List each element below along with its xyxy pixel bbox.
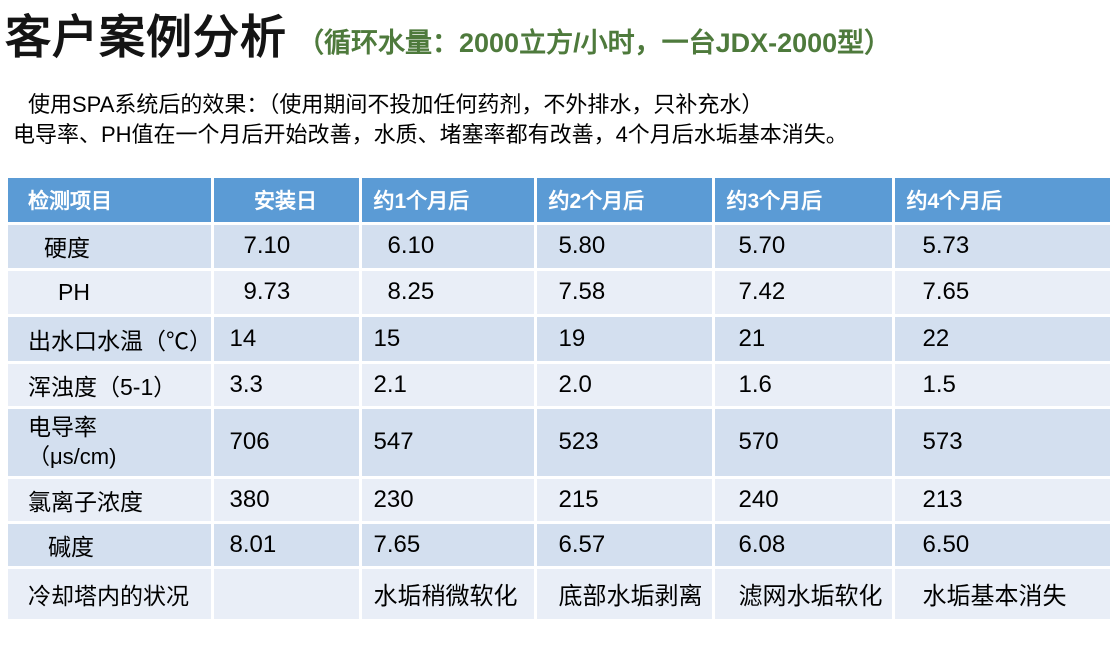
row-label: 硬度: [8, 223, 214, 271]
column-header-4: 约3个月后: [713, 178, 895, 225]
intro-line-2: 电导率、PH值在一个月后开始改善，水质、堵塞率都有改善，4个月后水垢基本消失。: [13, 122, 848, 147]
cell-value: 1.5: [893, 362, 1110, 409]
table-row: 出水口水温（℃） 14 15 19 21 22: [8, 315, 1110, 364]
column-header-1: 安装日: [212, 178, 362, 225]
row-label: PH: [8, 269, 214, 317]
cell-value: 1.6: [713, 362, 895, 409]
table-header-row: 检测项目 安装日 约1个月后 约2个月后 约3个月后 约4个月后: [8, 178, 1110, 225]
cell-value: 3.3: [212, 362, 362, 409]
cell-value: 230: [360, 477, 537, 524]
cell-value: 水垢稍微软化: [360, 567, 537, 619]
cell-value: 14: [212, 315, 362, 364]
cell-value: 240: [713, 477, 895, 524]
table-row: 浑浊度（5-1） 3.3 2.1 2.0 1.6 1.5: [8, 362, 1110, 409]
intro-text: 使用SPA系统后的效果：（使用期间不投加任何药剂，不外排水，只补充水） 电导率、…: [13, 90, 848, 150]
cell-value: 2.1: [360, 362, 537, 409]
title-row: 客户案例分析 （循环水量：2000立方/小时，一台JDX-2000型）: [5, 4, 891, 70]
cell-value: 7.10: [212, 223, 362, 271]
cell-value: 底部水垢剥离: [535, 567, 715, 619]
cell-value: 8.25: [360, 269, 537, 317]
cell-value: 2.0: [535, 362, 715, 409]
cell-value: 570: [713, 407, 895, 479]
cell-value: 380: [212, 477, 362, 524]
cell-value: 21: [713, 315, 895, 364]
row-label: 碱度: [8, 522, 214, 569]
cell-value: 水垢基本消失: [893, 567, 1110, 619]
case-table: 检测项目 安装日 约1个月后 约2个月后 约3个月后 约4个月后 硬度 7.10 6.10 5.…: [8, 178, 1110, 619]
cell-value: 6.08: [713, 522, 895, 569]
cell-value: 213: [893, 477, 1110, 524]
column-header-3: 约2个月后: [535, 178, 715, 225]
cell-value: 19: [535, 315, 715, 364]
row-label: 浑浊度（5-1）: [8, 362, 214, 409]
table-row: 碱度 8.01 7.65 6.57 6.08 6.50: [8, 522, 1110, 569]
cell-value: 547: [360, 407, 537, 479]
table-row: 硬度 7.10 6.10 5.80 5.70 5.73: [8, 223, 1110, 271]
table-header: 检测项目 安装日 约1个月后 约2个月后 约3个月后 约4个月后: [8, 178, 1110, 225]
row-label-line-1: 电导率: [28, 414, 97, 440]
cell-value: 8.01: [212, 522, 362, 569]
cell-value: 7.42: [713, 269, 895, 317]
cell-value: 573: [893, 407, 1110, 479]
cell-value: 7.58: [535, 269, 715, 317]
table-row: 电导率 （μs/cm) 706 547 523 570 573: [8, 407, 1110, 479]
cell-value: 6.10: [360, 223, 537, 271]
table-row: PH 9.73 8.25 7.58 7.42 7.65: [8, 269, 1110, 317]
cell-value: 7.65: [893, 269, 1110, 317]
row-label: 氯离子浓度: [8, 477, 214, 524]
row-label: 电导率 （μs/cm): [8, 407, 214, 479]
row-label: 冷却塔内的状况: [8, 567, 214, 619]
cell-value: 5.80: [535, 223, 715, 271]
table-row: 氯离子浓度 380 230 215 240 213: [8, 477, 1110, 524]
cell-value: 15: [360, 315, 537, 364]
column-header-2: 约1个月后: [360, 178, 537, 225]
page-title: 客户案例分析: [5, 11, 287, 63]
cell-value: 滤网水垢软化: [713, 567, 895, 619]
page-subtitle: （循环水量：2000立方/小时，一台JDX-2000型）: [297, 27, 892, 58]
cell-value: 22: [893, 315, 1110, 364]
cell-value: [212, 567, 362, 619]
row-label: 出水口水温（℃）: [8, 315, 214, 364]
table-body: 硬度 7.10 6.10 5.80 5.70 5.73 PH 9.73 8.25 7.58 7.42…: [8, 223, 1110, 619]
cell-value: 6.57: [535, 522, 715, 569]
cell-value: 706: [212, 407, 362, 479]
table-row: 冷却塔内的状况 水垢稍微软化 底部水垢剥离 滤网水垢软化 水垢基本消失: [8, 567, 1110, 619]
column-header-0: 检测项目: [8, 178, 214, 225]
cell-value: 6.50: [893, 522, 1110, 569]
intro-line-1: 使用SPA系统后的效果：（使用期间不投加任何药剂，不外排水，只补充水）: [28, 92, 764, 117]
cell-value: 5.70: [713, 223, 895, 271]
cell-value: 5.73: [893, 223, 1110, 271]
column-header-5: 约4个月后: [893, 178, 1110, 225]
row-label-line-2: （μs/cm): [28, 444, 117, 469]
cell-value: 215: [535, 477, 715, 524]
cell-value: 523: [535, 407, 715, 479]
cell-value: 7.65: [360, 522, 537, 569]
cell-value: 9.73: [212, 269, 362, 317]
